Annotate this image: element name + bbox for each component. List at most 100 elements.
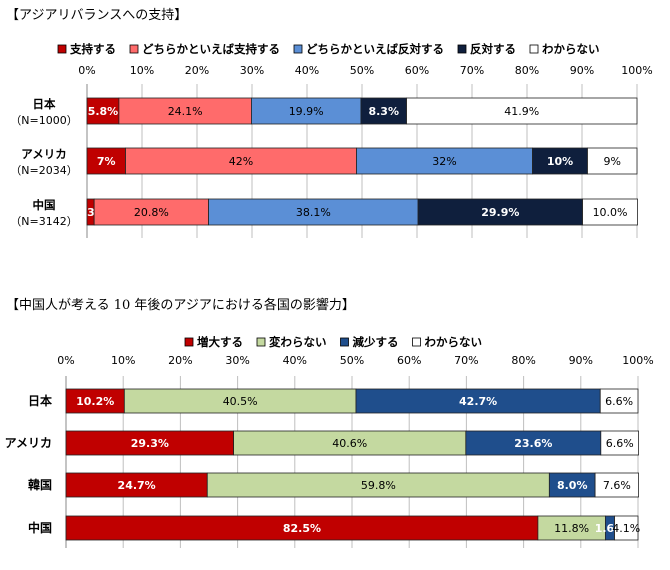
data-label: 59.8% [361,479,396,492]
bar-segment [548,472,596,498]
x-tick-label: 90% [570,64,594,77]
legend-swatch [57,44,67,54]
legend-swatch [129,44,139,54]
x-tick-label: 20% [185,64,209,77]
data-label: 19.9% [289,105,324,118]
data-label: 24.1% [168,105,203,118]
legend-swatch [340,337,349,347]
x-tick-label: 70% [454,354,478,367]
legend-label: どちらかといえば支持する [142,42,280,56]
x-tick-label: 20% [168,354,192,367]
legend-item: わからない [529,42,600,56]
category-label: アメリカ [21,147,66,161]
data-label: 10.2% [76,395,114,408]
x-tick-label: 10% [130,64,154,77]
data-label: 82.5% [283,522,321,535]
legend-item: どちらかといえば支持する [129,42,280,56]
legend-item: わからない [412,335,483,349]
data-label: 11.8% [554,522,589,535]
data-label: 40.5% [223,395,258,408]
x-tick-label: 0% [57,354,74,367]
data-label: 38.1% [296,206,331,219]
data-label: 41.9% [504,105,539,118]
data-label: 5.8% [88,105,119,118]
bar-segment [599,388,639,414]
category-label: アメリカ [5,436,52,450]
bar-segment [125,147,357,175]
bar-segment [355,388,601,414]
x-tick-label: 30% [225,354,249,367]
bar-segment [600,430,639,456]
bar-segment [614,515,639,541]
x-tick-label: 100% [622,354,653,367]
category-label: 日本 [28,393,52,408]
x-tick-label: 60% [405,64,429,77]
legend-label: わからない [425,335,483,349]
data-label: 40.6% [332,437,367,450]
bar-segment [251,97,362,125]
bar-segment [406,97,638,125]
x-tick-label: 80% [511,354,535,367]
legend-item: どちらかといえば反対する [293,42,444,56]
x-tick-label: 30% [240,64,264,77]
category-sublabel: （N=2034） [10,164,77,177]
data-label: 29.9% [481,206,519,219]
data-label: 7.6% [603,479,631,492]
x-tick-label: 40% [295,64,319,77]
category-sublabel: （N=1000） [10,114,77,127]
bar-segment [233,430,467,456]
bar-segment [465,430,602,456]
legend-label: どちらかといえば反対する [306,42,444,56]
legend-swatch [529,44,539,54]
bar-segment [582,198,638,226]
legend-swatch [256,337,266,347]
x-tick-label: 10% [111,354,135,367]
bar-segment [594,472,639,498]
legend-item: 支持する [57,42,116,56]
chart-title: 【中国人が考える 10 年後のアジアにおける各国の影響力】 [6,298,355,313]
data-label: 42% [229,155,253,168]
legend-label: 支持する [69,42,116,56]
legend-swatch [412,337,421,347]
category-label: 韓国 [28,477,52,492]
data-label: 6.6% [605,395,633,408]
bar-segment [65,472,208,498]
legend-item: 減少する [340,335,399,349]
legend-label: わからない [542,42,600,56]
legend-label: 変わらない [269,335,327,349]
x-tick-label: 60% [397,354,421,367]
bar-segment [587,147,638,175]
bar-segment [532,147,588,175]
x-tick-label: 0% [78,64,95,77]
x-tick-label: 50% [340,354,364,367]
bar-segment [65,515,539,541]
bar-segment [93,198,209,226]
data-label: 7% [97,155,116,168]
data-label: 20.8% [134,206,169,219]
legend-item: 増大する [184,335,243,349]
legend-label: 増大する [197,335,243,349]
legend-item: 変わらない [256,335,327,349]
chart-influence-in-asia: 【中国人が考える 10 年後のアジアにおける各国の影響力】 増大する 変わらない 減… [0,290,670,570]
data-label: 9% [604,155,621,168]
x-tick-label: 100% [621,64,652,77]
bar-segment [123,388,357,414]
chart-svg: 増大する 変わらない 減少する わからない 0% 10% 20% 30% 40% 50% 60% 70… [5,335,654,548]
category-sublabel: （N=3142） [10,215,77,228]
x-tick-label: 70% [460,64,484,77]
bar-segment [86,97,120,125]
data-label: 23.6% [514,437,552,450]
legend-swatch [184,337,194,347]
data-label: 42.7% [459,395,497,408]
data-label: 6.6% [606,437,634,450]
data-label: 24.7% [118,479,156,492]
bar-segment [537,515,606,541]
legend-swatch [457,44,467,54]
data-label: 4.1% [612,522,640,535]
x-tick-label: 80% [515,64,539,77]
legend-label: 減少する [353,335,399,349]
data-label: 8.3% [368,105,399,118]
bar-segment [65,430,234,456]
legend-swatch [293,44,303,54]
x-tick-label: 50% [350,64,374,77]
